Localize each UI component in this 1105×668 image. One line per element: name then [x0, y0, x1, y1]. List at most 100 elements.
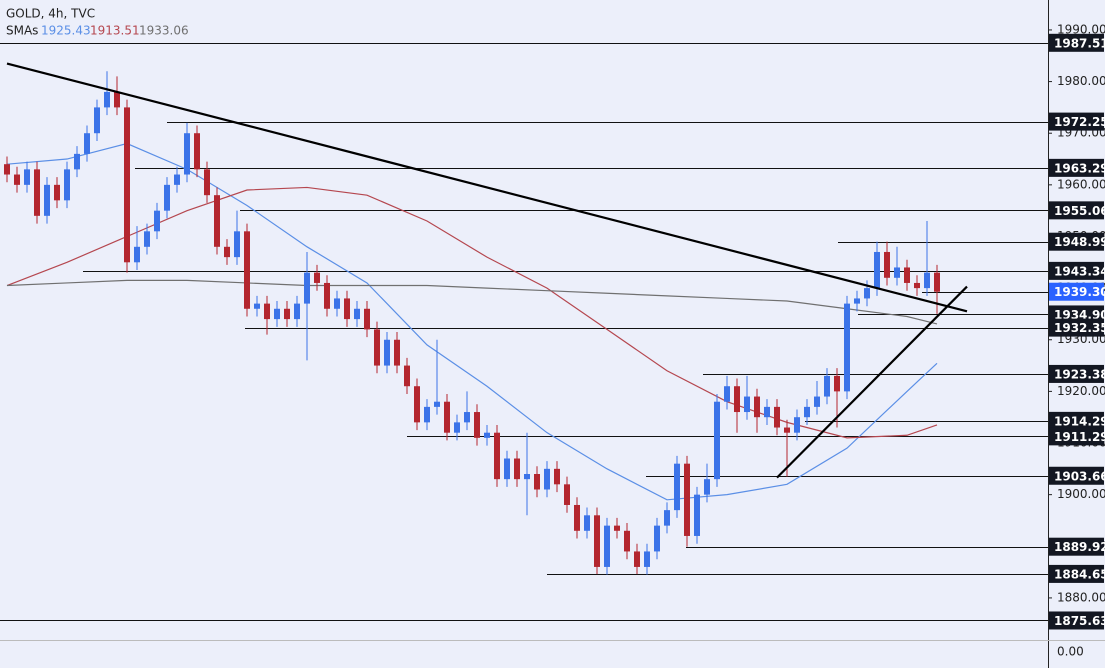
price-level-label: 1911.29 — [1054, 430, 1105, 444]
candle-body — [434, 401, 440, 407]
price-level-label: 1963.29 — [1054, 161, 1105, 175]
y-tick-label: 1980.00 — [1057, 74, 1105, 88]
price-level-box — [1049, 364, 1104, 383]
sma-legend: 1913.51 — [90, 24, 140, 38]
candle-body — [344, 298, 350, 320]
candle-body — [674, 463, 680, 511]
y-tick-label: 1960.00 — [1057, 177, 1105, 191]
candle-body — [834, 375, 840, 392]
candle-body — [224, 246, 230, 258]
candle-body — [474, 412, 480, 438]
candle-body — [544, 468, 550, 490]
candle-body — [314, 272, 320, 283]
candle-body — [174, 174, 180, 185]
y-tick-label: 1990.00 — [1057, 22, 1105, 36]
candle-body — [24, 169, 30, 185]
candle-body — [304, 272, 310, 304]
candle-body — [384, 339, 390, 366]
current-price-box — [1049, 282, 1104, 301]
candle-body — [774, 406, 780, 428]
candle-body — [654, 525, 660, 552]
price-level-box — [1049, 564, 1104, 583]
candle-body — [454, 422, 460, 433]
candle-body — [664, 510, 670, 526]
trendline — [6, 62, 968, 313]
price-level-box — [1049, 318, 1104, 337]
candle-body — [34, 169, 40, 216]
candle-body — [904, 267, 910, 283]
sma-line — [6, 279, 938, 325]
sma-label: SMAs — [6, 24, 38, 38]
candle-body — [74, 153, 80, 170]
candle-body — [714, 401, 720, 480]
price-level-box — [1049, 261, 1104, 280]
candle-body — [744, 396, 750, 413]
price-level-label: 1884.65 — [1054, 567, 1105, 581]
candle-body — [604, 525, 610, 567]
candle-body — [914, 282, 920, 289]
price-level-label: 1923.38 — [1054, 367, 1105, 381]
candle-body — [4, 164, 10, 175]
candle-body — [94, 107, 100, 134]
price-level-box — [1049, 611, 1104, 630]
candle-body — [194, 133, 200, 170]
candle-body — [204, 169, 210, 196]
candle-body — [894, 267, 900, 278]
candle-body — [144, 231, 150, 247]
candle-body — [634, 551, 640, 567]
candle-body — [844, 303, 850, 392]
price-level-box — [1049, 537, 1104, 556]
plot: 1990.001980.001970.001960.001950.001940.… — [0, 22, 1105, 630]
trendline — [776, 285, 968, 479]
lower-pane-tick: 0.00 — [1057, 645, 1084, 659]
candle-body — [784, 427, 790, 433]
price-level-box — [1049, 158, 1104, 177]
candle-body — [854, 298, 860, 304]
candle-body — [104, 91, 110, 108]
price-level-label: 1934.90 — [1054, 308, 1105, 322]
price-level-label: 1903.66 — [1054, 469, 1105, 483]
candle-body — [734, 386, 740, 413]
candle-body — [374, 329, 380, 366]
sma-legend: 1925.43 — [41, 24, 91, 38]
price-level-label: 1914.29 — [1054, 414, 1105, 428]
candle-body — [764, 406, 770, 418]
candle-body — [644, 551, 650, 567]
candle-body — [164, 184, 170, 211]
sma-legend: 1933.06 — [139, 24, 189, 38]
candle-body — [214, 195, 220, 247]
y-tick-label: 1920.00 — [1057, 384, 1105, 398]
candle-body — [874, 251, 880, 289]
candle-body — [514, 458, 520, 480]
price-level-box — [1049, 411, 1104, 430]
candle-body — [804, 406, 810, 418]
candle-body — [84, 133, 90, 154]
candle-body — [334, 298, 340, 309]
candle-body — [574, 504, 580, 531]
candle-body — [524, 473, 530, 480]
candle-body — [234, 231, 240, 258]
candle-body — [424, 406, 430, 423]
candle-body — [624, 530, 630, 552]
candle-body — [14, 174, 20, 185]
price-level-box — [1049, 112, 1104, 131]
candle-body — [464, 412, 470, 423]
price-level-label: 1875.63 — [1054, 614, 1105, 628]
price-level-label: 1972.25 — [1054, 115, 1105, 129]
candle-body — [64, 169, 70, 201]
current-price-label: 1939.30 — [1054, 285, 1105, 299]
price-level-box — [1049, 466, 1104, 485]
price-level-label: 1955.06 — [1054, 204, 1105, 218]
candle-body — [184, 133, 190, 175]
price-level-box — [1049, 427, 1104, 446]
candle-body — [294, 303, 300, 320]
candle-body — [254, 303, 260, 309]
candle-body — [404, 365, 410, 387]
candle-body — [884, 251, 890, 278]
y-tick-label: 1900.00 — [1057, 487, 1105, 501]
candle-body — [684, 463, 690, 536]
candle-body — [274, 308, 280, 320]
candle-body — [44, 184, 50, 216]
candle-body — [724, 386, 730, 402]
